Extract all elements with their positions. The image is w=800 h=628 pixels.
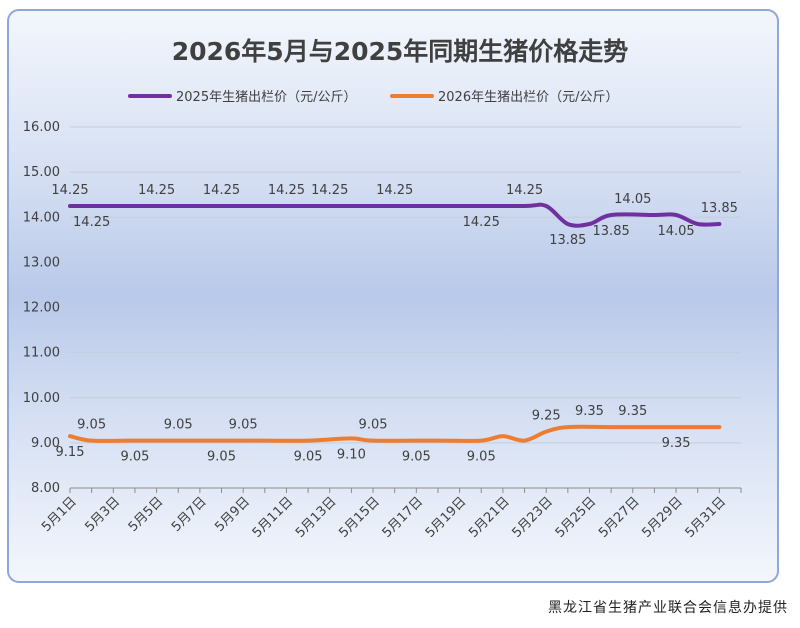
y-tick-label: 10.00	[23, 391, 60, 406]
data-label: 14.25	[463, 215, 500, 230]
data-label: 9.15	[56, 445, 85, 460]
x-tick-label: 5月11日	[250, 494, 297, 541]
data-label: 9.05	[402, 450, 431, 465]
y-tick-label: 13.00	[23, 255, 60, 270]
data-label: 14.25	[138, 183, 175, 198]
x-tick-label: 5月13日	[293, 494, 340, 541]
source-credit: 黑龙江省生猪产业联合会信息办提供	[548, 600, 788, 616]
data-label: 9.05	[294, 450, 323, 465]
data-label: 14.25	[51, 183, 88, 198]
data-label: 14.25	[268, 183, 305, 198]
data-label: 9.05	[77, 418, 106, 433]
series-line-2	[68, 424, 722, 443]
data-label: 13.85	[593, 224, 630, 239]
data-label: 9.35	[575, 404, 604, 419]
y-tick-label: 8.00	[31, 481, 60, 496]
data-label: 9.05	[229, 418, 258, 433]
x-tick-label: 5月15日	[336, 494, 383, 541]
data-label: 9.35	[618, 404, 647, 419]
data-label: 9.25	[532, 409, 561, 424]
data-label: 13.85	[549, 233, 586, 248]
data-label: 14.25	[203, 183, 240, 198]
x-tick-label: 5月19日	[423, 494, 470, 541]
data-label: 14.25	[73, 215, 110, 230]
chart-frame	[7, 9, 779, 583]
x-tick-label: 5月17日	[380, 494, 427, 541]
x-tick-label: 5月7日	[169, 494, 210, 535]
data-label: 9.05	[359, 418, 388, 433]
data-label: 13.85	[701, 201, 738, 216]
data-label: 9.10	[337, 447, 366, 462]
y-tick-label: 16.00	[23, 120, 60, 135]
y-tick-label: 11.00	[23, 346, 60, 361]
x-tick-label: 5月3日	[82, 494, 123, 535]
data-label: 9.05	[207, 450, 236, 465]
x-tick-label: 5月25日	[553, 494, 600, 541]
y-tick-label: 12.00	[23, 301, 60, 316]
data-label: 14.25	[311, 183, 348, 198]
data-label: 14.25	[376, 183, 413, 198]
x-tick-label: 5月9日	[212, 494, 253, 535]
series-line-1	[68, 202, 722, 228]
legend-label: 2025年生猪出栏价（元/公斤）	[176, 90, 356, 105]
data-label: 9.05	[467, 450, 496, 465]
legend-label: 2026年生猪出栏价（元/公斤）	[438, 90, 618, 105]
x-tick-label: 5月21日	[466, 494, 513, 541]
data-label: 9.35	[662, 436, 691, 451]
data-label: 14.05	[657, 224, 694, 239]
data-label: 14.05	[614, 192, 651, 207]
data-label: 9.05	[120, 450, 149, 465]
y-tick-label: 9.00	[31, 436, 60, 451]
data-label: 14.25	[506, 183, 543, 198]
x-tick-label: 5月5日	[126, 494, 167, 535]
chart-title: 2026年5月与2025年同期生猪价格走势	[172, 37, 629, 66]
y-tick-label: 14.00	[23, 210, 60, 225]
x-tick-label: 5月1日	[39, 494, 80, 535]
x-tick-label: 5月27日	[596, 494, 643, 541]
x-tick-label: 5月29日	[639, 494, 686, 541]
x-tick-label: 5月31日	[683, 494, 730, 541]
data-label: 9.05	[164, 418, 193, 433]
x-tick-label: 5月23日	[509, 494, 556, 541]
y-tick-label: 15.00	[23, 165, 60, 180]
